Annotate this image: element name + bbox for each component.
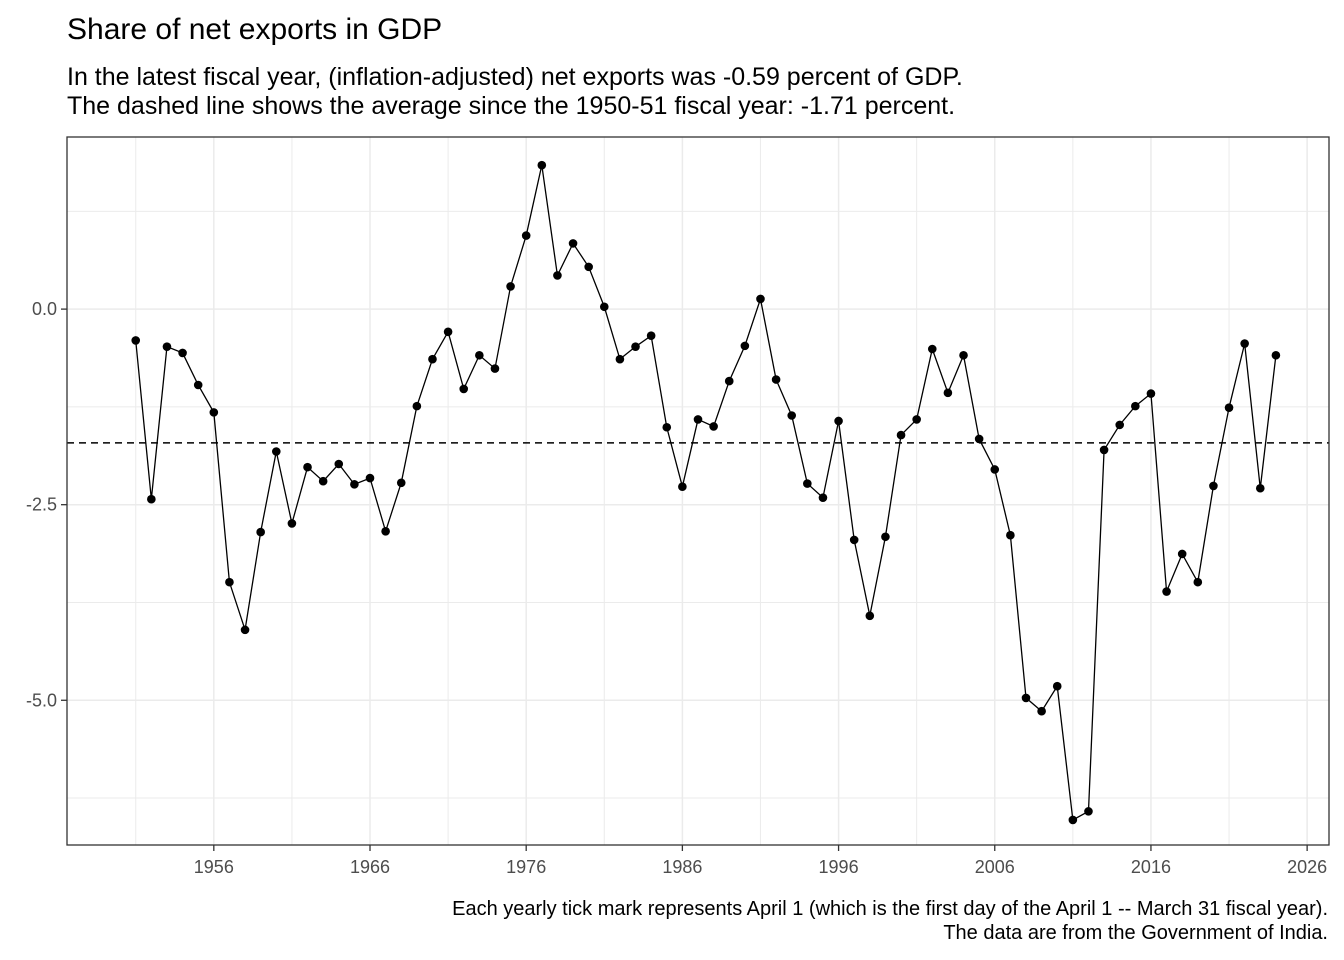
data-point: [459, 384, 469, 394]
data-point: [646, 331, 656, 341]
data-point: [412, 401, 422, 411]
data-point: [1240, 339, 1249, 348]
data-point: [865, 611, 875, 621]
data-point: [803, 479, 812, 488]
data-point: [693, 415, 703, 424]
data-point: [381, 526, 390, 536]
data-point: [1209, 481, 1218, 491]
data-point: [553, 271, 562, 280]
data-point: [771, 375, 781, 384]
x-tick-label: 1986: [662, 857, 702, 877]
y-tick-label: -2.5: [26, 495, 57, 515]
data-point: [1224, 403, 1234, 412]
data-point: [740, 341, 750, 351]
data-point: [1177, 549, 1187, 559]
panel-border: [66, 136, 1330, 846]
data-point: [193, 380, 203, 390]
data-point: [256, 527, 265, 537]
x-tick-label: 2006: [975, 857, 1015, 877]
data-point: [350, 480, 359, 489]
data-point: [396, 478, 406, 488]
data-point: [334, 459, 344, 469]
data-point: [147, 494, 156, 504]
data-point: [912, 415, 921, 424]
x-tick-label: 1956: [194, 857, 234, 877]
data-point: [1099, 445, 1109, 455]
data-point: [615, 354, 625, 364]
data-point: [1255, 483, 1265, 493]
data-point: [709, 422, 718, 431]
data-point: [521, 231, 531, 240]
chart-subtitle-line-2: The dashed line shows the average since …: [67, 92, 956, 120]
data-point: [1037, 706, 1046, 716]
data-point: [1084, 807, 1093, 816]
data-point: [568, 239, 578, 248]
data-point: [787, 411, 797, 420]
data-points: [131, 160, 1281, 825]
data-point: [849, 535, 859, 545]
data-point: [506, 282, 515, 291]
data-point: [225, 577, 234, 587]
data-point: [428, 354, 437, 364]
data-point: [756, 294, 765, 304]
data-point: [365, 473, 375, 483]
data-point: [490, 364, 500, 373]
data-point: [943, 388, 953, 398]
data-point: [271, 447, 281, 456]
data-point: [1162, 587, 1171, 596]
x-tick-label: 1976: [506, 857, 546, 877]
data-point: [662, 422, 672, 432]
data-point: [537, 160, 547, 170]
y-axis: 0.0 -2.5 -5.0: [26, 299, 67, 710]
data-point: [927, 344, 937, 354]
data-point: [1115, 420, 1125, 430]
data-point: [303, 462, 312, 472]
chart-subtitle-line-1: In the latest fiscal year, (inflation-ad…: [67, 63, 963, 91]
data-point: [1052, 681, 1062, 691]
series-line: [135, 165, 1277, 822]
y-tick-label: -5.0: [26, 690, 57, 710]
x-tick-label: 2016: [1131, 857, 1171, 877]
data-point: [475, 350, 484, 360]
data-point: [599, 302, 609, 312]
data-point: [162, 342, 172, 351]
data-point: [818, 493, 828, 502]
data-point: [209, 408, 219, 417]
data-point: [240, 625, 250, 635]
chart-title: Share of net exports in GDP: [67, 13, 443, 46]
x-axis: 1956 1966 1976 1986 1996 2006 2016 2026: [194, 845, 1327, 877]
data-point: [1021, 693, 1031, 703]
data-point: [896, 430, 906, 440]
data-point: [1006, 530, 1015, 540]
data-point: [974, 434, 984, 444]
data-point: [959, 350, 968, 360]
data-point: [631, 342, 640, 351]
data-point: [318, 476, 328, 486]
data-point: [1146, 389, 1156, 398]
chart-caption-line-2: The data are from the Government of Indi…: [943, 922, 1328, 944]
data-point: [881, 532, 890, 542]
data-point: [131, 336, 141, 345]
data-point: [443, 327, 453, 337]
y-tick-label: 0.0: [32, 299, 57, 319]
x-tick-label: 1996: [819, 857, 859, 877]
data-point: [678, 482, 687, 491]
major-gridlines: [67, 137, 1329, 845]
data-point: [584, 262, 593, 272]
data-point: [1131, 401, 1140, 411]
x-tick-label: 1966: [350, 857, 390, 877]
chart-caption-line-1: Each yearly tick mark represents April 1…: [452, 898, 1328, 920]
data-point: [1193, 577, 1203, 587]
x-tick-label: 2026: [1287, 857, 1327, 877]
data-point: [990, 465, 1000, 474]
minor-gridlines: [67, 137, 1329, 845]
data-point: [1068, 815, 1078, 825]
data-point: [287, 519, 297, 528]
data-point: [1271, 350, 1281, 360]
data-point: [178, 348, 187, 358]
data-point: [834, 416, 843, 426]
data-point: [724, 376, 734, 386]
